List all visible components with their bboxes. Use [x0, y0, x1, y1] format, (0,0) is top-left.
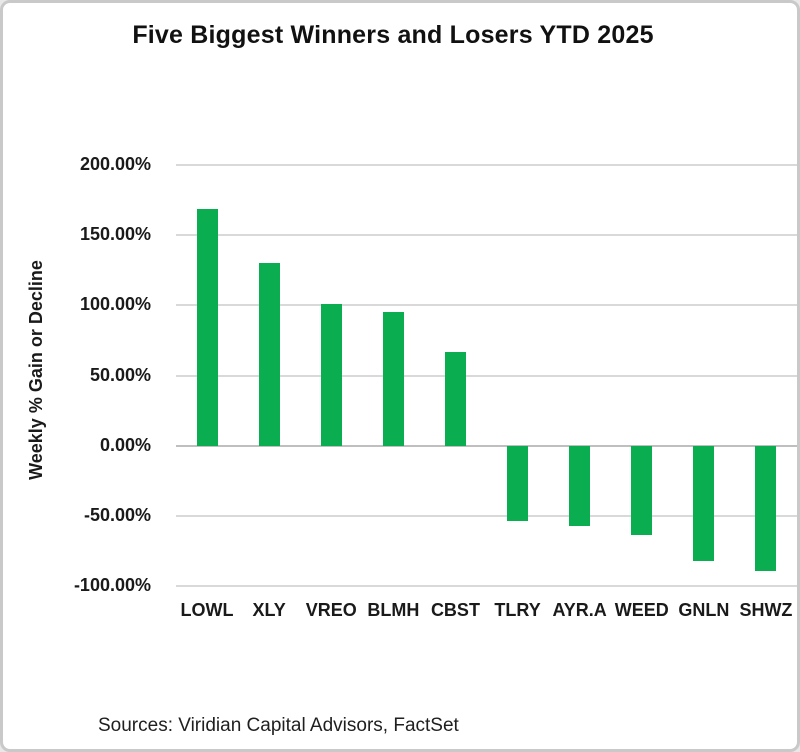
bar-xly	[258, 263, 280, 446]
x-tick-label: WEED	[614, 600, 669, 620]
bar-weed	[631, 445, 653, 536]
x-tick-label: TLRY	[494, 600, 541, 620]
y-tick-label: -50.00%	[83, 504, 151, 525]
x-tick-label: XLY	[252, 600, 286, 620]
y-tick-label: 200.00%	[79, 154, 151, 174]
gridline	[176, 164, 797, 166]
bar-tlry	[507, 445, 529, 522]
x-tick-label: LOWL	[180, 600, 234, 620]
gridline	[176, 514, 797, 517]
x-tick-label: AYR.A	[552, 600, 607, 620]
chart-title: Five Biggest Winners and Losers YTD 2025	[132, 21, 654, 49]
x-tick-label: BLMH	[367, 600, 420, 620]
x-tick-label: VREO	[305, 600, 357, 620]
source-note: Sources: Viridian Capital Advisors, Fact…	[98, 715, 459, 736]
x-tick-label: CBST	[430, 600, 480, 620]
x-tick-label: GNLN	[678, 600, 730, 620]
gridline	[176, 234, 797, 237]
gridline	[176, 374, 797, 377]
bar-gnln	[693, 445, 715, 561]
x-tick-label: SHWZ	[739, 600, 793, 620]
y-tick-label: -100.00%	[73, 575, 151, 595]
bar-blmh	[382, 312, 404, 446]
bar-lowl	[196, 208, 218, 446]
zero-axis-line	[176, 444, 797, 447]
bar-ayr.a	[569, 445, 591, 526]
bar-vreo	[320, 303, 342, 446]
plot-area: 200.00% 150.00% 100.00% 50.00% 0.00% -50.00% -…	[3, 3, 797, 749]
gridline	[176, 585, 797, 587]
bar-shwz	[755, 445, 777, 571]
bar-cbst	[444, 351, 466, 446]
y-tick-label: 100.00%	[79, 294, 151, 315]
y-tick-label: 0.00%	[99, 434, 151, 455]
y-tick-label: 150.00%	[79, 224, 151, 245]
gridline	[176, 304, 797, 307]
y-tick-label: 50.00%	[89, 364, 151, 385]
